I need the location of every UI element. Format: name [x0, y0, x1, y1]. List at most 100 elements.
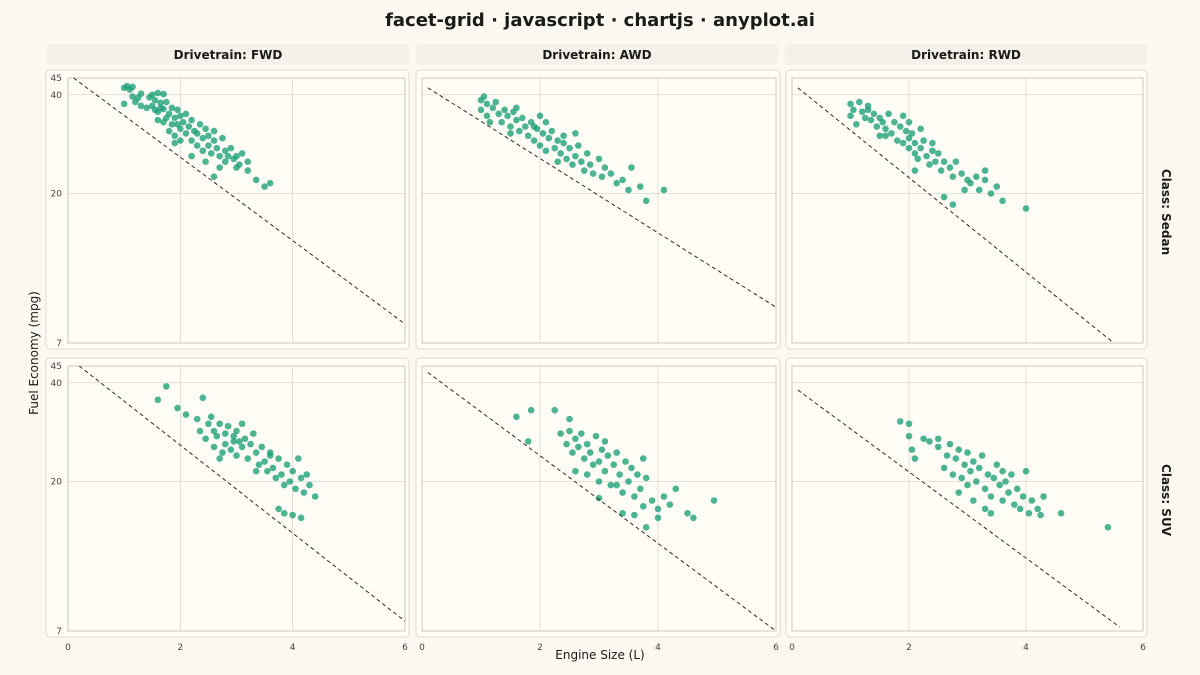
- data-point: [911, 167, 919, 174]
- data-point: [205, 132, 212, 140]
- data-point: [972, 478, 980, 485]
- trend-line: [797, 389, 1120, 628]
- data-point: [193, 142, 201, 149]
- data-point: [283, 461, 291, 469]
- data-point: [507, 123, 514, 130]
- x-tick-label: 6: [1140, 643, 1146, 653]
- trend-line: [427, 87, 776, 308]
- data-point: [666, 501, 674, 508]
- data-point: [221, 158, 229, 166]
- data-point: [850, 106, 857, 114]
- data-point: [981, 167, 989, 174]
- data-point: [230, 432, 237, 440]
- data-point: [595, 458, 603, 465]
- facet-col-header-awd: Drivetrain: AWD: [416, 44, 778, 65]
- data-point: [572, 467, 579, 475]
- x-tick-label: 0: [65, 643, 71, 653]
- data-point: [196, 121, 204, 128]
- data-point: [216, 152, 223, 160]
- data-point: [171, 114, 179, 122]
- data-point: [914, 155, 922, 163]
- data-point: [929, 139, 936, 147]
- plot-area-frame: [791, 77, 1144, 344]
- data-point: [902, 127, 910, 135]
- data-point: [616, 471, 623, 478]
- data-point: [637, 183, 644, 190]
- data-point: [911, 455, 919, 462]
- data-point: [516, 127, 523, 135]
- data-point: [1008, 471, 1015, 478]
- data-point: [216, 455, 223, 462]
- data-point: [252, 467, 260, 475]
- data-point: [572, 435, 579, 443]
- data-point: [266, 449, 274, 456]
- data-point: [610, 461, 618, 469]
- data-point: [227, 144, 235, 152]
- facet-panel-4: 7 20 40 45 0 2 4 6: [45, 357, 410, 653]
- data-point: [990, 474, 998, 482]
- data-point: [548, 127, 556, 135]
- data-point: [899, 139, 907, 147]
- data-point: [923, 152, 930, 160]
- data-point: [899, 112, 907, 120]
- data-point: [182, 411, 190, 418]
- data-point: [120, 100, 128, 108]
- data-point: [583, 150, 591, 157]
- panel-card: [785, 357, 1148, 638]
- data-point: [975, 464, 983, 472]
- data-point: [154, 396, 162, 404]
- data-point: [993, 461, 1001, 469]
- data-point: [275, 455, 282, 462]
- data-point: [631, 493, 638, 500]
- data-point: [934, 435, 942, 443]
- data-point: [601, 467, 609, 475]
- data-point: [575, 142, 582, 149]
- data-point: [188, 137, 195, 144]
- data-point: [513, 104, 520, 112]
- data-point: [619, 176, 626, 184]
- data-point: [911, 139, 919, 147]
- data-point: [551, 406, 559, 414]
- data-point: [143, 104, 150, 112]
- data-point: [888, 130, 895, 137]
- data-point: [896, 418, 904, 425]
- data-point: [188, 116, 195, 124]
- x-tick-label: 6: [402, 643, 408, 653]
- data-point: [967, 467, 974, 475]
- data-point: [238, 420, 246, 428]
- data-point: [952, 158, 960, 166]
- data-point: [684, 509, 691, 517]
- data-point: [964, 449, 971, 456]
- trend-line: [78, 366, 405, 622]
- data-point: [174, 404, 181, 412]
- data-point: [578, 430, 585, 437]
- data-point: [908, 446, 916, 454]
- data-point: [247, 440, 254, 448]
- data-point: [1028, 497, 1036, 504]
- data-point: [946, 164, 954, 171]
- facet-col-header-fwd: Drivetrain: FWD: [47, 44, 409, 65]
- data-point: [241, 435, 249, 443]
- data-point: [631, 511, 638, 519]
- trend-line: [797, 87, 1115, 343]
- data-point: [306, 481, 313, 489]
- data-point: [905, 432, 913, 440]
- data-point: [920, 435, 927, 443]
- data-point: [292, 485, 299, 493]
- x-tick-label: 0: [789, 643, 795, 653]
- data-point: [557, 430, 564, 437]
- data-point: [598, 173, 606, 181]
- data-point: [162, 383, 170, 390]
- x-tick-label: 2: [537, 643, 543, 653]
- data-point: [628, 164, 635, 171]
- data-point: [934, 150, 942, 157]
- data-point: [137, 90, 145, 98]
- data-point: [289, 467, 296, 475]
- data-point: [182, 130, 190, 137]
- data-point: [876, 132, 884, 140]
- data-point: [129, 83, 136, 91]
- data-point: [1022, 205, 1030, 212]
- data-point: [955, 446, 963, 454]
- data-point: [148, 91, 156, 99]
- data-point: [202, 158, 209, 166]
